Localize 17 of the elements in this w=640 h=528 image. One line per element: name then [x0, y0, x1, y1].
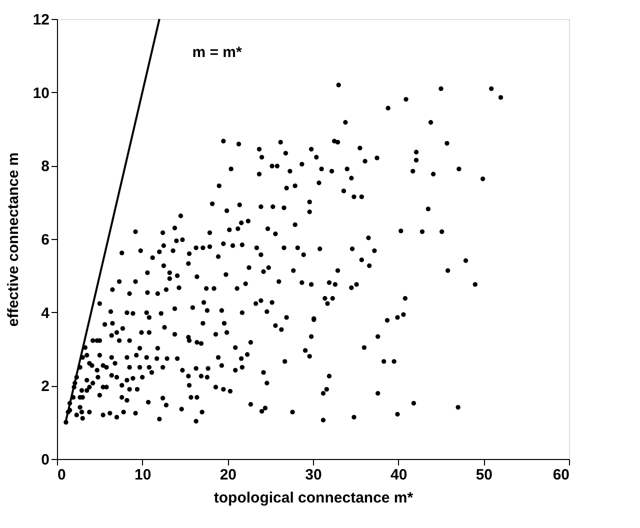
x-tick-label: 10 [134, 466, 152, 484]
x-tick-label: 20 [220, 466, 237, 484]
x-tick-label: 60 [552, 466, 570, 484]
y-tick-label: 10 [32, 84, 50, 102]
y-tick-label: 6 [41, 232, 50, 248]
annotation: m = m* [192, 44, 242, 61]
y-tick-label: 4 [41, 304, 50, 322]
x-tick-label: 40 [390, 466, 408, 484]
y-tick-label: 12 [32, 12, 50, 28]
y-tick-label: 2 [41, 378, 50, 396]
y-tick-label: 8 [41, 158, 50, 176]
x-axis-title: topological connectance m* [214, 490, 414, 506]
x-tick-label: 0 [58, 466, 66, 484]
x-tick-label: 50 [476, 466, 493, 484]
x-tick-label: 30 [305, 466, 322, 484]
y-tick-label: 0 [41, 452, 50, 468]
y-axis-title: effective connectance m [4, 152, 22, 327]
